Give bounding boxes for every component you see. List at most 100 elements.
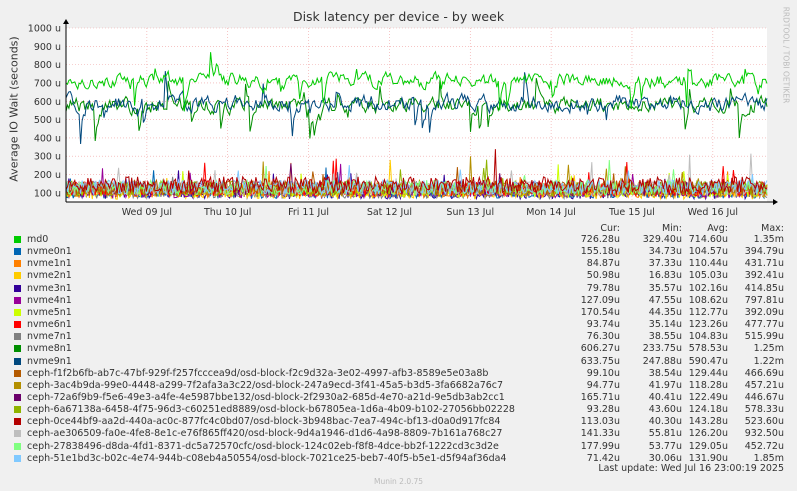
legend-avg-value: 123.26u	[688, 319, 728, 331]
legend-max-value: 932.50u	[744, 428, 784, 440]
legend-cur-value: 155.18u	[580, 246, 620, 258]
legend-max-value: 1.35m	[753, 234, 784, 245]
legend-swatch	[14, 430, 21, 438]
legend-header-avg: Avg:	[707, 223, 728, 234]
legend-swatch	[14, 284, 21, 292]
legend-series-name: nvme2n1	[27, 270, 72, 282]
legend-min-value: 37.33u	[648, 258, 682, 270]
legend-swatch	[14, 357, 21, 365]
legend-avg-value: 129.44u	[688, 367, 728, 379]
legend-item: ceph-ae306509-fa0e-4fe8-8e1c-e76f865ff42…	[14, 428, 784, 439]
y-tick-label: 1000 u	[28, 24, 61, 35]
last-update: Last update: Wed Jul 16 23:00:19 2025	[598, 463, 784, 474]
legend-header-cur: Cur:	[600, 223, 620, 234]
chart-series-lines	[65, 52, 768, 201]
legend-cur-value: 606.27u	[580, 343, 620, 355]
legend-max-value: 578.33u	[744, 404, 784, 416]
legend-max-value: 394.79u	[744, 246, 784, 258]
legend-series-name: ceph-51e1bd3c-b02c-4e74-944b-c08eb4a5055…	[27, 452, 507, 464]
munin-version: Munin 2.0.75	[373, 477, 424, 486]
legend-series-name: nvme1n1	[27, 258, 72, 270]
legend-min-value: 16.83u	[648, 270, 682, 282]
legend-max-value: 477.77u	[744, 319, 784, 331]
legend-cur-value: 113.03u	[580, 416, 620, 428]
legend-avg-value: 104.57u	[688, 246, 728, 258]
y-tick-label: 700 u	[34, 78, 61, 89]
y-tick-label: 300 u	[34, 152, 61, 163]
legend-min-value: 53.77u	[648, 440, 682, 452]
legend-item: nvme8n1 606.27u 233.75u 578.53u 1.25m	[14, 343, 784, 354]
x-tick-label: Tue 15 Jul	[608, 207, 655, 218]
legend-series-name: nvme3n1	[27, 282, 72, 294]
legend-cur-value: 79.78u	[586, 282, 620, 294]
x-tick-label: Wed 16 Jul	[688, 207, 738, 218]
y-tick-label: 400 u	[34, 133, 61, 144]
chart-title: Disk latency per device - by week	[292, 9, 505, 24]
legend-header-max: Max:	[761, 223, 784, 234]
legend-avg-value: 122.49u	[688, 391, 728, 403]
legend-swatch	[14, 236, 21, 243]
legend-min-value: 30.06u	[648, 452, 682, 464]
legend-max-value: 431.71u	[744, 258, 784, 270]
legend-item: nvme7n1 76.30u 38.55u 104.83u 515.99u	[14, 331, 784, 342]
legend-avg-value: 714.60u	[688, 234, 728, 245]
legend-item: nvme5n1 170.54u 44.35u 112.77u 392.09u	[14, 307, 784, 318]
legend-max-value: 446.67u	[744, 391, 784, 403]
legend-min-value: 329.40u	[642, 234, 682, 245]
legend-series-name: ceph-ae306509-fa0e-4fe8-8e1c-e76f865ff42…	[27, 428, 503, 440]
series-line-nvme8n1	[65, 77, 768, 142]
legend-max-value: 392.09u	[744, 306, 784, 318]
legend-header-min: Min:	[661, 223, 682, 234]
series-line-nvme9n1	[65, 71, 768, 145]
legend-item: ceph-0ce44bf9-aa2d-440a-ac0c-877fc4c0bd0…	[14, 416, 784, 427]
legend-series-name: nvme6n1	[27, 319, 72, 331]
legend-avg-value: 129.05u	[688, 440, 728, 452]
legend-max-value: 414.85u	[744, 282, 784, 294]
y-tick-labels: 1000 u 900 u 800 u 700 u 600 u 500 u 400 u 300 …	[28, 24, 61, 200]
y-tick-label: 200 u	[34, 170, 61, 181]
legend-avg-value: 578.53u	[688, 343, 728, 355]
legend-avg-value: 108.62u	[688, 294, 728, 306]
legend-series-name: ceph-72a6f9b9-f5e6-49e3-a4fe-4e5987bbe13…	[27, 391, 505, 403]
legend-series-name: nvme0n1	[27, 246, 72, 258]
legend-cur-value: 177.99u	[580, 440, 620, 452]
legend-item: ceph-6a67138a-6458-4f75-96d3-c60251ed888…	[14, 404, 784, 415]
legend-swatch	[14, 345, 21, 353]
legend-min-value: 247.88u	[642, 355, 682, 367]
legend-item: nvme0n1 155.18u 34.73u 104.57u 394.79u	[14, 246, 784, 257]
legend-min-value: 34.73u	[648, 246, 682, 258]
y-tick-label: 800 u	[34, 60, 61, 71]
legend-max-value: 1.25m	[753, 343, 784, 355]
x-tick-label: Fri 11 Jul	[288, 207, 329, 218]
legend-cur-value: 93.28u	[586, 404, 620, 416]
legend-avg-value: 590.47u	[688, 355, 728, 367]
y-tick-label: 500 u	[34, 115, 61, 126]
legend-item: nvme6n1 93.74u 35.14u 123.26u 477.77u	[14, 319, 784, 330]
legend-cur-value: 633.75u	[580, 355, 620, 367]
legend-swatch	[14, 393, 21, 401]
legend-series-name: nvme7n1	[27, 331, 72, 343]
legend-min-value: 40.30u	[648, 416, 682, 428]
y-tick-label: 600 u	[34, 97, 61, 108]
chart-axes	[63, 19, 778, 205]
legend-max-value: 452.72u	[744, 440, 784, 452]
y-tick-label: 900 u	[34, 42, 61, 53]
legend-swatch	[14, 442, 21, 450]
legend-min-value: 35.57u	[648, 282, 682, 294]
legend-max-value: 523.60u	[744, 416, 784, 428]
legend-swatch	[14, 272, 21, 280]
legend-swatch	[14, 381, 21, 389]
legend-item: nvme1n1 84.87u 37.33u 110.44u 431.71u	[14, 258, 784, 269]
legend-max-value: 392.41u	[744, 270, 784, 282]
legend-min-value: 43.60u	[648, 404, 682, 416]
legend-max-value: 1.85m	[753, 452, 784, 464]
legend-item: ceph-72a6f9b9-f5e6-49e3-a4fe-4e5987bbe13…	[14, 392, 784, 403]
legend-cur-value: 99.10u	[586, 367, 620, 379]
legend-max-value: 466.69u	[744, 367, 784, 379]
legend-cur-value: 170.54u	[580, 306, 620, 318]
legend-swatch	[14, 418, 21, 426]
legend-series-name: ceph-3ac4b9da-99e0-4448-a299-7f2afa3a3c2…	[27, 379, 504, 391]
legend-series-name: ceph-f1f2b6fb-ab7c-47bf-929f-f257fcccea9…	[27, 367, 489, 379]
legend-item: nvme9n1 633.75u 247.88u 590.47u 1.22m	[14, 356, 784, 367]
legend-swatch	[14, 406, 21, 414]
